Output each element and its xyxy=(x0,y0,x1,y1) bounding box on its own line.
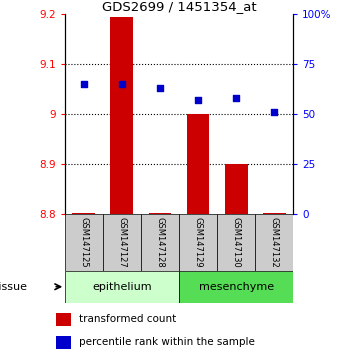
Title: GDS2699 / 1451354_at: GDS2699 / 1451354_at xyxy=(102,0,256,13)
Text: transformed count: transformed count xyxy=(79,314,177,324)
Bar xyxy=(225,164,248,214)
Text: tissue: tissue xyxy=(0,282,27,292)
Bar xyxy=(179,271,293,303)
Bar xyxy=(65,214,103,271)
Bar xyxy=(103,214,141,271)
Point xyxy=(119,81,124,87)
Bar xyxy=(56,336,71,349)
Text: GSM147128: GSM147128 xyxy=(155,217,164,268)
Text: GSM147130: GSM147130 xyxy=(232,217,241,268)
Text: mesenchyme: mesenchyme xyxy=(198,282,274,292)
Text: epithelium: epithelium xyxy=(92,282,152,292)
Bar xyxy=(56,313,71,326)
Bar xyxy=(141,214,179,271)
Text: GSM147132: GSM147132 xyxy=(270,217,279,268)
Bar xyxy=(65,271,179,303)
Text: percentile rank within the sample: percentile rank within the sample xyxy=(79,337,255,347)
Point xyxy=(195,97,201,103)
Point xyxy=(157,85,163,91)
Bar xyxy=(149,213,172,214)
Bar xyxy=(72,213,95,214)
Bar xyxy=(187,114,209,214)
Bar xyxy=(179,214,217,271)
Text: GSM147125: GSM147125 xyxy=(79,217,88,268)
Bar xyxy=(110,17,133,214)
Bar xyxy=(217,214,255,271)
Bar xyxy=(255,214,293,271)
Text: GSM147129: GSM147129 xyxy=(194,217,203,268)
Bar xyxy=(263,213,286,214)
Point xyxy=(81,81,87,87)
Point xyxy=(271,109,277,115)
Point xyxy=(233,95,239,101)
Text: GSM147127: GSM147127 xyxy=(117,217,127,268)
